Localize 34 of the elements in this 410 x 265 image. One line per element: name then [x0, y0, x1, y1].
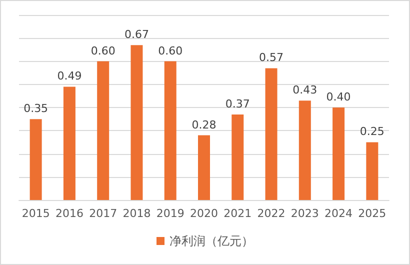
x-tick-label: 2022 — [257, 207, 286, 220]
data-label: 0.37 — [225, 97, 250, 110]
x-tick-label: 2023 — [290, 207, 319, 220]
bar — [232, 114, 244, 200]
x-tick-label: 2021 — [224, 207, 252, 220]
bar — [63, 86, 76, 200]
data-label: 0.40 — [326, 90, 351, 104]
bar — [30, 119, 42, 200]
bar — [130, 45, 143, 200]
x-tick-label: 2020 — [190, 207, 218, 220]
data-label: 0.60 — [158, 44, 183, 58]
x-tick-label: 2025 — [358, 207, 386, 220]
x-tick-label: 2016 — [55, 207, 84, 220]
data-label: 0.35 — [24, 102, 48, 116]
data-label: 0.43 — [292, 84, 318, 97]
bar — [332, 108, 345, 200]
data-label: 0.25 — [360, 125, 384, 138]
bar — [198, 135, 210, 200]
bar — [366, 142, 378, 200]
x-tick-label: 2019 — [156, 207, 184, 220]
bar — [265, 68, 278, 200]
data-label: 0.60 — [90, 44, 116, 58]
bar — [298, 100, 311, 200]
bar — [97, 61, 110, 200]
bar — [164, 61, 176, 200]
x-tick-label: 2018 — [122, 207, 151, 220]
legend-label: 净利润（亿元） — [170, 234, 254, 248]
data-label: 0.67 — [124, 28, 149, 42]
x-tick-label: 2024 — [324, 207, 353, 220]
data-label: 0.28 — [192, 118, 216, 132]
data-label: 0.57 — [259, 51, 284, 64]
x-tick-label: 2017 — [89, 207, 118, 220]
data-label: 0.49 — [57, 70, 82, 83]
x-tick-label: 2015 — [22, 207, 50, 220]
